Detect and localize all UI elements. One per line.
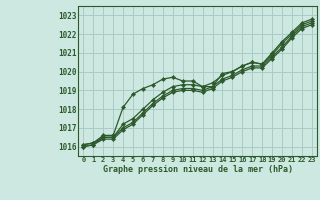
X-axis label: Graphe pression niveau de la mer (hPa): Graphe pression niveau de la mer (hPa) (103, 165, 292, 174)
